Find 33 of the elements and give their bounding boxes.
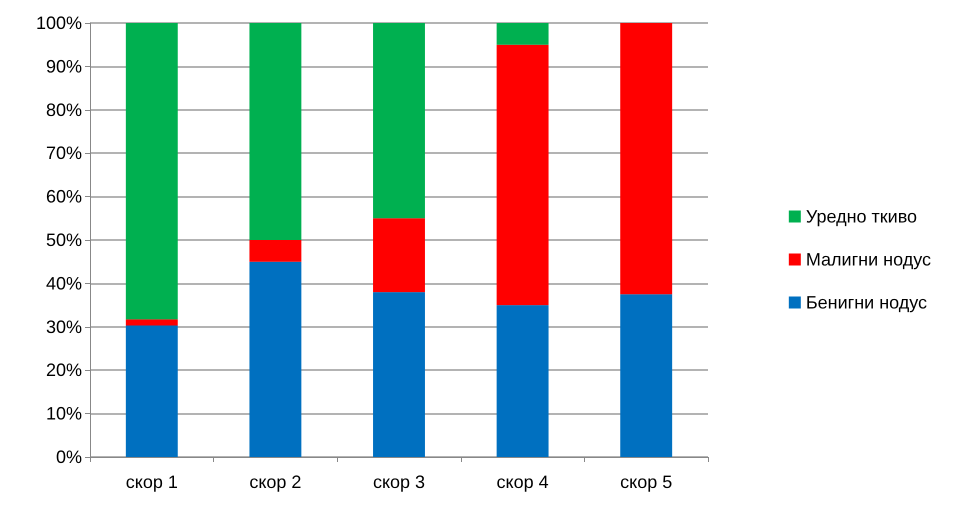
y-tick-label: 70%	[46, 143, 82, 164]
bar	[126, 319, 178, 326]
bar	[496, 44, 549, 306]
bar	[373, 218, 425, 292]
y-tick-label: 20%	[46, 360, 82, 380]
bar	[249, 23, 302, 240]
y-tick-label: 90%	[46, 56, 82, 76]
x-tick-label: скор 4	[496, 472, 549, 492]
y-tick-label: 60%	[46, 186, 82, 207]
bar	[620, 294, 672, 457]
bar	[620, 23, 672, 294]
legend-label: Бенигни нодус	[806, 292, 928, 312]
x-tick-label: скор 5	[620, 472, 672, 492]
y-tick-label: 100%	[36, 13, 82, 33]
y-tick-label: 40%	[46, 273, 82, 294]
x-tick-label: скор 1	[126, 472, 178, 492]
y-tick-label: 10%	[46, 404, 82, 424]
bar	[126, 326, 178, 457]
y-tick-label: 80%	[46, 100, 82, 120]
bar	[373, 23, 425, 218]
y-tick-label: 30%	[46, 316, 82, 337]
y-tick-label: 0%	[56, 447, 82, 467]
x-tick-label: скор 3	[372, 472, 426, 492]
bar	[126, 23, 178, 320]
bar	[249, 240, 302, 262]
y-tick-label: 50%	[46, 230, 82, 250]
legend-label: Уредно ткиво	[806, 206, 918, 226]
bar	[496, 23, 549, 45]
bar	[373, 292, 425, 457]
bar	[496, 305, 549, 457]
legend-label: Малигни нодус	[806, 250, 932, 270]
bar	[249, 262, 302, 457]
x-tick-label: скор 2	[249, 472, 302, 492]
